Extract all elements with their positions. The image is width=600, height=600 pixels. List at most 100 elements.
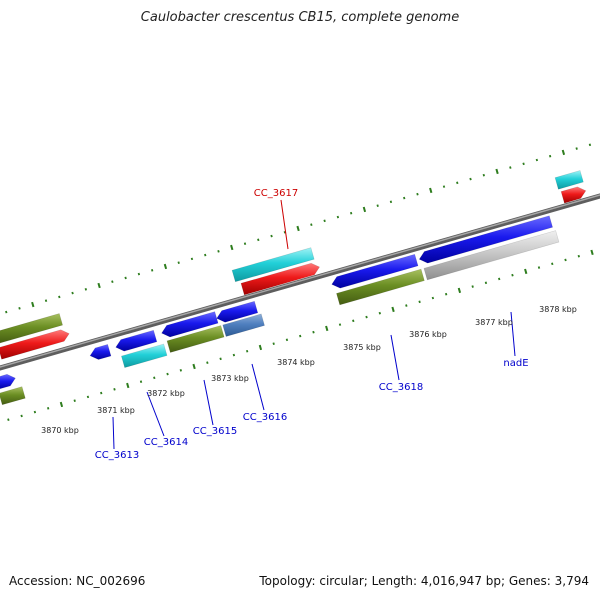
cyan-feature-right[interactable]	[554, 170, 584, 190]
blue-cds-cc3618[interactable]	[331, 253, 419, 289]
kbp-label: 3877 kbp	[475, 318, 513, 327]
tick-lower-3	[33, 410, 37, 414]
tick-upper-12	[124, 276, 127, 280]
leader-line	[112, 416, 115, 450]
tick-upper-17	[190, 257, 194, 261]
tick-upper-10	[97, 282, 101, 289]
grey-feature-nade[interactable]	[423, 230, 560, 281]
tick-upper-26	[310, 223, 313, 226]
gene-label[interactable]: CC_3614	[144, 437, 188, 448]
tick-upper-36	[442, 185, 446, 188]
tick-lower-45	[590, 249, 594, 256]
blue-cds-cc3615[interactable]	[161, 311, 219, 338]
cyan-feature-cc3617[interactable]	[231, 247, 315, 283]
tick-lower-17	[219, 357, 222, 361]
tick-upper-15	[163, 263, 168, 270]
tick-lower-9	[113, 387, 116, 391]
gene-label[interactable]: nadE	[503, 358, 528, 369]
tick-lower-26	[338, 323, 342, 326]
leader-line	[251, 363, 265, 411]
tick-upper-41	[509, 166, 512, 169]
tick-lower-11	[139, 380, 143, 383]
tick-upper-43	[535, 158, 539, 162]
tick-lower-34	[444, 292, 448, 296]
leader-line	[390, 334, 400, 381]
blue-cds-left[interactable]	[0, 373, 16, 390]
red-cds-cc3617[interactable]	[240, 262, 320, 296]
tick-upper-33	[403, 196, 406, 200]
blue-cds-cc3613[interactable]	[89, 344, 112, 360]
tick-upper-21	[243, 242, 247, 245]
tick-lower-30	[391, 306, 395, 313]
tick-upper-19	[217, 249, 220, 253]
tick-lower-12	[153, 376, 156, 380]
leader-line	[146, 391, 165, 437]
kbp-label: 3870 kbp	[41, 426, 79, 435]
tick-lower-29	[378, 311, 381, 315]
tick-lower-24	[312, 330, 315, 334]
gene-label[interactable]: CC_3616	[243, 412, 287, 423]
gene-label[interactable]: CC_3613	[95, 450, 139, 461]
tick-upper-44	[548, 154, 552, 158]
tick-lower-32	[418, 300, 421, 304]
blue-cds-cc3616[interactable]	[216, 300, 259, 323]
tick-lower-16	[206, 361, 209, 364]
tick-lower-41	[537, 266, 541, 269]
tick-upper-40	[495, 168, 499, 175]
olive-feature-left[interactable]	[0, 386, 26, 406]
tick-upper-38	[469, 177, 472, 181]
genome-summary-text: Topology: circular; Length: 4,016,947 bp…	[259, 574, 589, 588]
tick-lower-36	[471, 285, 474, 288]
tick-lower-37	[484, 281, 488, 285]
tick-upper-24	[283, 230, 286, 234]
tick-upper-45	[561, 149, 566, 156]
map-title: Caulobacter crescentus CB15, complete ge…	[140, 10, 460, 25]
tick-upper-34	[416, 192, 419, 196]
cyan-feature-cc3614[interactable]	[121, 343, 168, 368]
blue-cds-nade[interactable]	[418, 215, 553, 264]
tick-upper-8	[71, 291, 74, 295]
tick-upper-6	[44, 299, 48, 303]
olive-feature-1[interactable]	[0, 313, 63, 344]
tick-upper-18	[204, 253, 207, 257]
olive-feature-cc3615[interactable]	[166, 325, 225, 353]
tick-upper-16	[177, 261, 180, 264]
red-cds-1[interactable]	[0, 329, 70, 360]
tick-upper-9	[84, 287, 88, 291]
tick-upper-7	[58, 295, 61, 299]
tick-upper-23	[270, 234, 273, 238]
tick-lower-20	[258, 344, 263, 351]
tick-lower-19	[245, 349, 249, 353]
tick-lower-27	[352, 319, 355, 323]
tick-upper-32	[389, 200, 393, 204]
red-cds-right[interactable]	[560, 186, 587, 204]
gene-label[interactable]: CC_3617	[254, 188, 298, 199]
tick-lower-35	[457, 287, 462, 294]
tick-lower-6	[73, 399, 76, 402]
tick-lower-18	[232, 353, 236, 357]
backbone-highlight	[0, 194, 600, 368]
kbp-label: 3875 kbp	[343, 343, 381, 352]
tick-lower-8	[100, 391, 103, 395]
tick-lower-42	[551, 262, 554, 266]
gene-label[interactable]: CC_3618	[379, 382, 423, 393]
leader-line	[280, 199, 289, 250]
olive-feature-cc3618[interactable]	[336, 268, 425, 306]
tick-upper-42	[522, 162, 525, 166]
tick-lower-4	[46, 406, 50, 410]
blue-cds-cc3614[interactable]	[115, 329, 158, 352]
tick-upper-25	[296, 225, 300, 232]
tick-upper-29	[349, 211, 353, 215]
tick-lower-5	[59, 401, 64, 408]
tick-lower-44	[577, 254, 580, 258]
tick-lower-2	[20, 414, 23, 418]
tick-lower-14	[179, 368, 182, 372]
tick-upper-39	[482, 173, 485, 177]
tick-upper-30	[362, 206, 367, 213]
tick-lower-15	[192, 363, 196, 370]
tick-lower-28	[365, 315, 368, 319]
tick-lower-22	[285, 338, 289, 342]
steel-feature-cc3616[interactable]	[222, 313, 265, 337]
gene-label[interactable]: CC_3615	[193, 426, 237, 437]
kbp-label: 3876 kbp	[409, 330, 447, 339]
